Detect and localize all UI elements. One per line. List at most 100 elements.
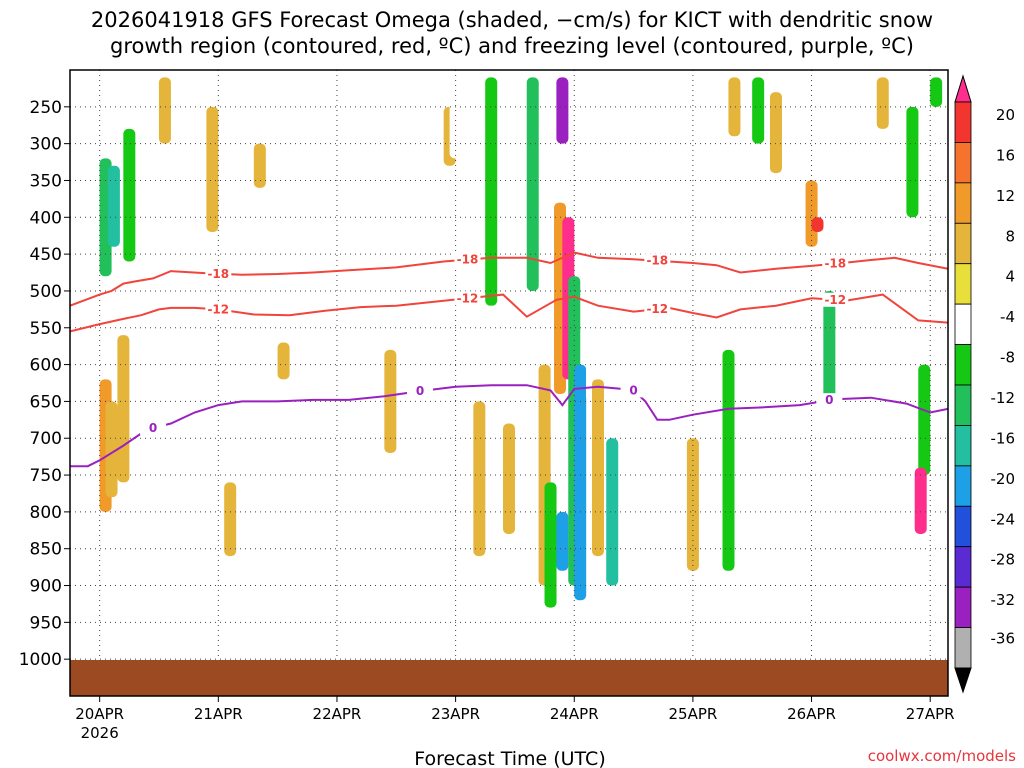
- contour-label-bg: [407, 384, 434, 399]
- omega-cell-39: [752, 77, 765, 144]
- ground-surface: [70, 660, 948, 696]
- colorbar-label--36: -36: [991, 630, 1016, 648]
- colorbar-label--8: -8: [1000, 349, 1015, 367]
- y-tick-label-400: 400: [30, 208, 62, 228]
- y-tick-label-250: 250: [30, 98, 62, 118]
- y-axis: 250 300 350 400 450 500 550 600 650 700 750 800 850 9…: [19, 98, 70, 670]
- y-tick-label-300: 300: [30, 135, 62, 155]
- y-tick-label-850: 850: [30, 540, 62, 560]
- omega-cell-49: [918, 364, 931, 476]
- contour-label--12-3: -12: [824, 293, 846, 307]
- contour-label--12-0: -12: [207, 302, 229, 316]
- contour-label-bg: [822, 292, 849, 307]
- omega-cell-17: [503, 423, 515, 534]
- contour-label--18-3: -18: [824, 257, 846, 271]
- y-tick-label-750: 750: [30, 466, 62, 486]
- y-tick-label-500: 500: [30, 282, 62, 302]
- plot-frame: [69, 69, 949, 697]
- contour-label--12-2: -12: [646, 302, 668, 316]
- y-tick-label-450: 450: [30, 245, 62, 265]
- dotted-grid: [70, 70, 948, 696]
- colorbar-label--24: -24: [991, 510, 1016, 528]
- omega-cell-9: [224, 482, 237, 557]
- y-tick-label-800: 800: [30, 503, 62, 523]
- contour-label--18-1: -18: [457, 253, 479, 267]
- omega-cell-18: [514, 77, 527, 395]
- x-tick-label-21APR: 21APR: [194, 705, 243, 723]
- x-tick-label-23APR: 23APR: [431, 705, 480, 723]
- contour-label-0-1: 0: [416, 384, 424, 398]
- colorbar-label-4: 4: [1005, 268, 1015, 286]
- omega-cell-45: [835, 77, 848, 203]
- x-axis-title: Forecast Time (UTC): [414, 748, 605, 768]
- colorbar-swatch-4: [954, 222, 972, 265]
- omega-cell-16: [485, 77, 498, 306]
- x-tick-label-20APR: 20APR: [75, 705, 124, 723]
- colorbar-label--28: -28: [991, 551, 1016, 569]
- omega-cell-51: [930, 77, 943, 107]
- y-tick-label-1000: 1000: [19, 650, 62, 670]
- contour-label-bg: [816, 393, 843, 408]
- omega-cell-47: [876, 77, 889, 129]
- chart-title-line2: growth region (contoured, red, ºC) and f…: [110, 34, 914, 58]
- omega-cell-6: [117, 335, 130, 483]
- colorbar-swatch-6: [954, 303, 972, 345]
- omega-cell-43: [811, 217, 824, 233]
- omega-cell-50: [914, 467, 927, 534]
- omega-cell-19: [526, 77, 539, 291]
- omega-cell-48: [906, 106, 919, 218]
- omega-cell-30: [591, 379, 604, 557]
- omega-cell-21: [544, 482, 557, 608]
- omega-cell-36: [704, 106, 717, 336]
- contour-line-dendritic--12: [70, 293, 948, 333]
- contour-label-bg: [644, 253, 671, 268]
- colorbar-label-12: 12: [996, 187, 1015, 205]
- omega-cell-8: [206, 106, 219, 233]
- colorbar-label-16: 16: [996, 146, 1015, 164]
- credit-text: coolwx.com/models: [868, 747, 1016, 765]
- colorbar-label--32: -32: [991, 591, 1016, 609]
- contour-label-bg: [644, 302, 671, 317]
- omega-cell-41: [787, 106, 800, 365]
- omega-cell-32: [621, 106, 634, 336]
- x-tick-label-26APR: 26APR: [787, 705, 836, 723]
- colorbar-swatch-10: [954, 465, 972, 507]
- contour-label--18-0: -18: [207, 267, 229, 281]
- contour-label-bg: [205, 266, 232, 281]
- contour-label-0-3: 0: [825, 393, 833, 407]
- y-tick-label-550: 550: [30, 319, 62, 339]
- chart-title-line1: 2026041918 GFS Forecast Omega (shaded, −…: [91, 8, 933, 32]
- omega-cell-5: [105, 401, 118, 498]
- colorbar-swatch-9: [954, 425, 972, 467]
- x-axis-year: 2026: [81, 724, 119, 742]
- omega-cell-26: [556, 511, 569, 571]
- omega-cell-29: [586, 106, 599, 402]
- x-tick-label-27APR: 27APR: [906, 705, 955, 723]
- omega-cell-28: [574, 364, 587, 601]
- omega-cell-7: [158, 77, 171, 144]
- omega-cell-35: [686, 438, 699, 571]
- colorbar-swatch-7: [954, 344, 972, 386]
- y-tick-label-700: 700: [30, 429, 62, 449]
- contour-label-0-2: 0: [629, 383, 637, 397]
- colorbar-label--20: -20: [991, 470, 1016, 488]
- omega-cell-15: [473, 401, 486, 557]
- omega-cell-3: [123, 128, 136, 262]
- omega-cell-2: [107, 165, 120, 247]
- omega-cell-44: [823, 290, 836, 402]
- y-tick-label-950: 950: [30, 613, 62, 633]
- omega-cell-24: [556, 77, 569, 144]
- colorbar: 20 16 12 8 4 -4 -8 -12 -16 -20 -24 -28 -32 -36: [954, 74, 1016, 694]
- contour-line-freezing-0: [70, 384, 948, 468]
- omega-cell-10: [253, 143, 266, 188]
- contour-label-bg: [454, 291, 481, 306]
- colorbar-swatch-1: [954, 101, 972, 143]
- contour-label--18-2: -18: [646, 254, 668, 268]
- colorbar-swatch-8: [954, 384, 972, 426]
- colorbar-label-20: 20: [996, 106, 1015, 124]
- y-tick-label-350: 350: [30, 171, 62, 191]
- y-tick-label-650: 650: [30, 392, 62, 412]
- contour-label-0-0: 0: [149, 421, 157, 435]
- omega-cell-34: [680, 84, 693, 247]
- colorbar-bottom-arrow: [954, 667, 972, 694]
